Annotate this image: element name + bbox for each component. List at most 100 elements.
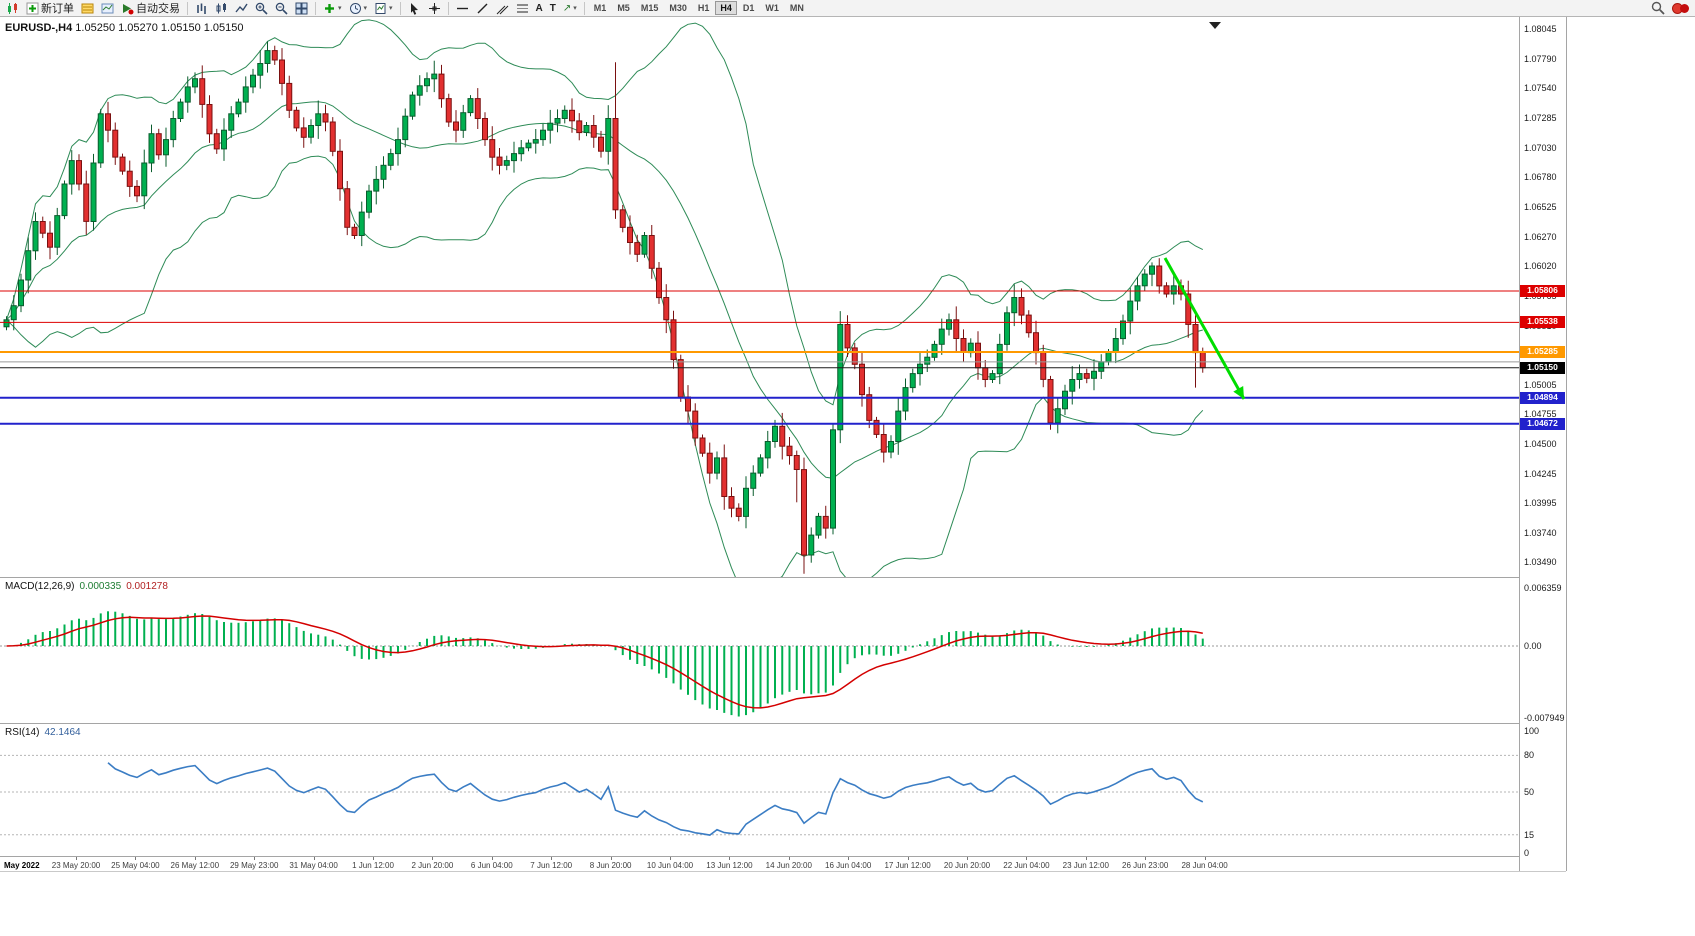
time-axis-tick bbox=[194, 857, 196, 860]
time-axis-label: 25 May 04:00 bbox=[111, 861, 160, 870]
text-tool-button[interactable]: A bbox=[533, 1, 546, 16]
time-axis-label: 10 Jun 04:00 bbox=[646, 861, 694, 870]
price-level-badge: 1.04894 bbox=[1520, 391, 1565, 404]
toolbar-separator bbox=[187, 1, 188, 15]
time-axis-label: 23 May 20:00 bbox=[51, 861, 101, 870]
time-axis[interactable]: May 2022 23 May 20:00 25 May 04:00 26 May 1… bbox=[0, 857, 1566, 871]
time-axis-tick bbox=[907, 857, 909, 860]
time-axis-tick bbox=[491, 857, 493, 860]
time-axis-label: 6 Jun 04:00 bbox=[470, 861, 513, 870]
timeframe-button-h1[interactable]: H1 bbox=[697, 3, 710, 13]
period-selector-button[interactable]: ▾ bbox=[346, 1, 371, 16]
window-bottom-edge bbox=[0, 871, 1566, 872]
price-scale-tick: 1.03490 bbox=[1524, 557, 1557, 567]
time-axis-tick bbox=[848, 857, 850, 860]
timeframe-button-d1[interactable]: D1 bbox=[742, 3, 755, 13]
panel-separator[interactable] bbox=[0, 723, 1566, 724]
add-indicator-button[interactable]: ▾ bbox=[320, 1, 345, 16]
panel-separator[interactable] bbox=[0, 577, 1566, 578]
price-scale-tick: 1.05005 bbox=[1524, 379, 1557, 390]
new-chart-button[interactable] bbox=[3, 1, 22, 16]
zoom-in-button[interactable] bbox=[252, 1, 271, 16]
time-axis-label: 26 Jun 23:00 bbox=[1122, 861, 1169, 870]
time-axis-label: 26 May 12:00 bbox=[170, 861, 220, 870]
price-scale-tick: 1.07030 bbox=[1524, 142, 1557, 153]
search-button[interactable] bbox=[1648, 1, 1668, 16]
timeframe-button-mn[interactable]: MN bbox=[789, 3, 804, 13]
fibonacci-tool-button[interactable] bbox=[513, 1, 532, 16]
chart-shift-marker[interactable] bbox=[1209, 22, 1221, 29]
macd-histogram bbox=[12, 611, 1204, 717]
channel-tool-button[interactable] bbox=[493, 1, 512, 16]
time-axis-tick bbox=[1085, 857, 1087, 860]
time-axis-label: 8 Jun 20:00 bbox=[589, 861, 632, 870]
price-scale[interactable]: 1.08045 1.07790 1.07540 1.07285 1.07030 1.067… bbox=[1520, 17, 1566, 871]
time-axis-label: 22 Jun 04:00 bbox=[1003, 861, 1050, 870]
chevron-down-icon: ▾ bbox=[389, 5, 393, 12]
market-watch-button[interactable] bbox=[78, 1, 97, 16]
time-axis-tick bbox=[1145, 857, 1147, 860]
arrows-tool-button[interactable]: ↗ ▾ bbox=[560, 1, 580, 16]
time-axis-label: 28 Jun 04:00 bbox=[1181, 861, 1228, 870]
time-axis-tick bbox=[1204, 857, 1206, 860]
time-axis-tick bbox=[313, 857, 315, 860]
price-scale-tick: 1.04245 bbox=[1524, 468, 1557, 479]
macd-panel-surface[interactable] bbox=[0, 578, 1519, 723]
bar-chart-button[interactable] bbox=[192, 1, 211, 16]
trendline-tool-button[interactable] bbox=[473, 1, 492, 16]
scale-separator bbox=[1519, 17, 1520, 871]
price-level-badge: 1.04672 bbox=[1520, 417, 1565, 430]
add-indicator-icon bbox=[325, 3, 334, 13]
macd-signal-line bbox=[6, 615, 1203, 709]
zoom-out-button[interactable] bbox=[272, 1, 291, 16]
notifications-button[interactable] bbox=[1669, 1, 1692, 16]
macd-main-value: 0.000335 bbox=[79, 581, 122, 592]
line-chart-button[interactable] bbox=[232, 1, 251, 16]
macd-name-label: MACD(12,26,9) bbox=[5, 581, 75, 592]
notification-badge2-icon bbox=[1680, 3, 1689, 13]
chart-right-edge bbox=[1566, 17, 1567, 871]
label-tool-button[interactable]: T bbox=[547, 1, 559, 16]
price-scale-tick: 1.06020 bbox=[1524, 260, 1557, 271]
new-chart-icon bbox=[8, 2, 17, 14]
horizontal-levels[interactable] bbox=[0, 290, 1519, 425]
terminal-button[interactable] bbox=[98, 1, 117, 16]
horizontal-line-tool-button[interactable] bbox=[453, 1, 472, 16]
timeframe-button-h4[interactable]: H4 bbox=[715, 1, 737, 15]
timeframe-button-m15[interactable]: M15 bbox=[640, 3, 659, 13]
new-order-label: 新订单 bbox=[41, 3, 74, 15]
rsi-panel-surface[interactable] bbox=[0, 724, 1519, 856]
time-axis-label: 14 Jun 20:00 bbox=[765, 861, 812, 870]
time-axis-label: 2 Jun 20:00 bbox=[411, 861, 454, 870]
time-axis-tick bbox=[788, 857, 790, 860]
template-selector-button[interactable]: ▾ bbox=[371, 1, 396, 16]
auto-trading-button[interactable]: 自动交易 bbox=[118, 1, 183, 16]
main-chart-surface[interactable] bbox=[0, 18, 1519, 577]
chevron-down-icon: ▾ bbox=[363, 5, 368, 12]
new-order-button[interactable]: 新订单 bbox=[23, 1, 77, 16]
timeframe-button-m5[interactable]: M5 bbox=[617, 3, 630, 13]
zoom-out-icon bbox=[275, 2, 288, 15]
price-level-badge: 1.05285 bbox=[1520, 345, 1565, 358]
price-scale-tick: 1.07790 bbox=[1524, 53, 1557, 64]
panel-separator bbox=[0, 856, 1566, 857]
price-level-badge: 1.05150 bbox=[1520, 361, 1565, 374]
timeframe-button-m1[interactable]: M1 bbox=[593, 3, 607, 13]
line-chart-icon bbox=[235, 3, 248, 12]
timeframe-button-w1[interactable]: W1 bbox=[765, 3, 779, 13]
tile-windows-icon bbox=[295, 2, 308, 14]
tile-windows-button[interactable] bbox=[292, 1, 311, 16]
trend-arrow-annotation[interactable] bbox=[1163, 257, 1246, 400]
time-axis-tick bbox=[729, 857, 731, 860]
text-icon: A bbox=[535, 2, 543, 14]
time-axis-tick bbox=[254, 857, 256, 860]
search-icon bbox=[1651, 1, 1665, 15]
time-axis-tick bbox=[135, 857, 137, 860]
toolbar: 新订单 自动交易 ▾ ▾ ▾ A T ↗ ▾ M1 M5 M15 M30 H1 H bbox=[0, 0, 1695, 17]
crosshair-tool-button[interactable] bbox=[425, 1, 444, 16]
candlestick-chart-button[interactable] bbox=[212, 1, 231, 16]
chevron-down-icon: ▾ bbox=[573, 4, 577, 12]
cursor-tool-button[interactable] bbox=[405, 1, 424, 16]
rsi-scale-tick: 80 bbox=[1524, 750, 1535, 761]
timeframe-button-m30[interactable]: M30 bbox=[669, 3, 687, 13]
